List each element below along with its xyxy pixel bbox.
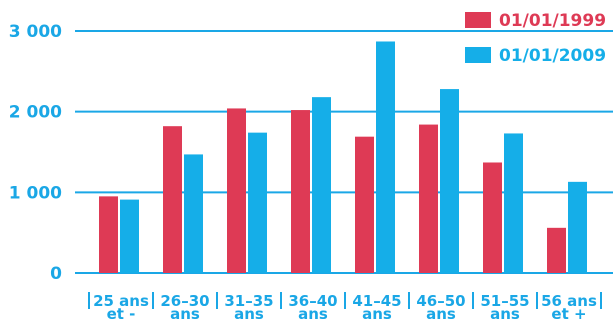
x-tick-label: ans (426, 305, 456, 323)
bar-layer (99, 41, 587, 274)
legend-label-2009: 01/01/2009 (499, 46, 606, 66)
bar-1999-3 (227, 108, 246, 273)
bar-1999-4 (291, 110, 310, 273)
y-tick-label: 2 000 (9, 103, 62, 123)
legend-swatch-1999 (465, 12, 491, 28)
x-tick-label: 41–45 (352, 292, 401, 310)
bar-1999-7 (483, 162, 502, 273)
y-tick-label: 3 000 (9, 22, 62, 42)
x-tick-label: ans (170, 305, 200, 323)
bar-2009-7 (504, 133, 523, 273)
x-tick-label: 56 ans (541, 292, 597, 310)
x-tick-label: 26–30 (160, 292, 209, 310)
y-tick-label: 0 (50, 264, 62, 284)
bar-2009-4 (312, 97, 331, 273)
bar-2009-5 (376, 41, 395, 274)
bar-2009-2 (184, 154, 203, 273)
y-tick-label: 1 000 (9, 183, 62, 203)
x-tick-label: 51–55 (480, 292, 529, 310)
bar-2009-3 (248, 132, 267, 273)
bar-2009-1 (120, 199, 139, 273)
bar-1999-2 (163, 126, 182, 273)
legend: 01/01/1999 01/01/2009 (465, 11, 606, 66)
x-tick-label: 36–40 (288, 292, 337, 310)
bar-1999-8 (547, 227, 566, 273)
x-tick-label: ans (298, 305, 328, 323)
bar-2009-8 (568, 181, 587, 273)
x-tick-label: 31–35 (224, 292, 273, 310)
bar-1999-1 (99, 196, 118, 273)
legend-swatch-2009 (465, 47, 491, 63)
x-tick-label: et + (551, 305, 586, 323)
grid-layer (75, 30, 613, 274)
x-tick-label: ans (362, 305, 392, 323)
x-tick-label: ans (234, 305, 264, 323)
bar-1999-6 (419, 124, 438, 273)
x-tick-label: et - (107, 305, 136, 323)
x-tick-label: ans (490, 305, 520, 323)
x-tick-label: 25 ans (93, 292, 149, 310)
bar-2009-6 (440, 89, 459, 273)
bar-1999-5 (355, 136, 374, 273)
legend-label-1999: 01/01/1999 (499, 11, 606, 31)
x-tick-label: 46–50 (416, 292, 465, 310)
